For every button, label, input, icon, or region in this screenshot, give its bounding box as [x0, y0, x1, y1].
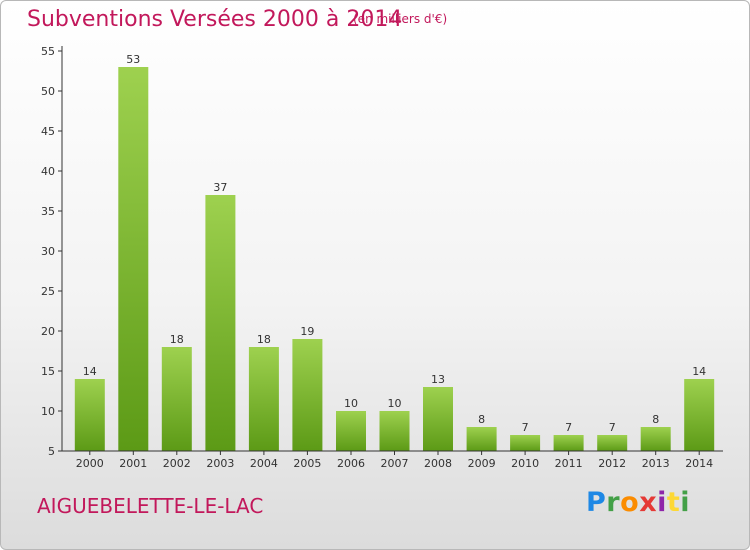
- x-tick-label: 2010: [511, 457, 539, 470]
- bar: [640, 427, 671, 451]
- logo-letter: P: [586, 487, 607, 518]
- x-tick-label: 2006: [337, 457, 365, 470]
- logo-letter: i: [680, 487, 691, 518]
- bar: [684, 379, 715, 451]
- x-tick-label: 2008: [424, 457, 452, 470]
- bar: [74, 379, 105, 451]
- y-tick-label: 40: [41, 165, 55, 178]
- bar-value-label: 10: [344, 397, 358, 410]
- x-tick-label: 2012: [598, 457, 626, 470]
- x-tick-label: 2007: [381, 457, 409, 470]
- logo-letter: x: [639, 487, 658, 518]
- logo-letter: t: [666, 487, 681, 518]
- bar-value-label: 14: [692, 365, 706, 378]
- y-tick-label: 5: [48, 445, 55, 458]
- y-tick-label: 30: [41, 245, 55, 258]
- y-tick-label: 25: [41, 285, 55, 298]
- bar-value-label: 10: [388, 397, 402, 410]
- bar-value-label: 18: [257, 333, 271, 346]
- x-tick-label: 2000: [76, 457, 104, 470]
- logo-letter: i: [657, 487, 667, 518]
- bar-value-label: 14: [83, 365, 97, 378]
- y-tick-label: 35: [41, 205, 55, 218]
- bar: [248, 347, 279, 451]
- y-tick-label: 55: [41, 45, 55, 58]
- x-tick-label: 2005: [293, 457, 321, 470]
- bar: [336, 411, 366, 451]
- x-tick-label: 2014: [685, 457, 713, 470]
- place-name: AIGUEBELETTE-LE-LAC: [37, 494, 264, 518]
- y-tick-label: 50: [41, 85, 55, 98]
- y-tick-label: 20: [41, 325, 55, 338]
- x-tick-label: 2011: [555, 457, 583, 470]
- x-tick-label: 2004: [250, 457, 278, 470]
- chart-title: Subventions Versées 2000 à 2014: [27, 7, 403, 32]
- bar: [205, 195, 236, 451]
- x-tick-label: 2013: [642, 457, 670, 470]
- y-tick-label: 10: [41, 405, 55, 418]
- bar: [379, 411, 410, 451]
- unit-label: (en milliers d'€): [353, 12, 448, 26]
- bar-value-label: 13: [431, 373, 445, 386]
- bar-value-label: 7: [565, 421, 572, 434]
- bar: [510, 435, 541, 451]
- x-tick-label: 2001: [119, 457, 147, 470]
- logo-letter: o: [620, 487, 640, 518]
- bar: [466, 427, 497, 451]
- bar: [597, 435, 628, 451]
- bar: [118, 67, 149, 451]
- x-tick-label: 2002: [163, 457, 191, 470]
- x-tick-label: 2003: [206, 457, 234, 470]
- bar: [161, 347, 192, 451]
- bar-value-label: 7: [522, 421, 529, 434]
- bar-value-label: 7: [609, 421, 616, 434]
- y-tick-label: 15: [41, 365, 55, 378]
- y-tick-label: 45: [41, 125, 55, 138]
- bar: [553, 435, 584, 451]
- bar-value-label: 8: [652, 413, 659, 426]
- bar: [423, 387, 453, 451]
- bar-value-label: 18: [170, 333, 184, 346]
- bar-value-label: 37: [213, 181, 227, 194]
- bar-value-label: 19: [300, 325, 314, 338]
- bar: [292, 339, 323, 451]
- logo-letter: r: [606, 487, 621, 518]
- x-tick-label: 2009: [468, 457, 496, 470]
- bar-value-label: 8: [478, 413, 485, 426]
- bar-value-label: 53: [126, 53, 140, 66]
- proxiti-logo: Proxiti: [586, 487, 690, 518]
